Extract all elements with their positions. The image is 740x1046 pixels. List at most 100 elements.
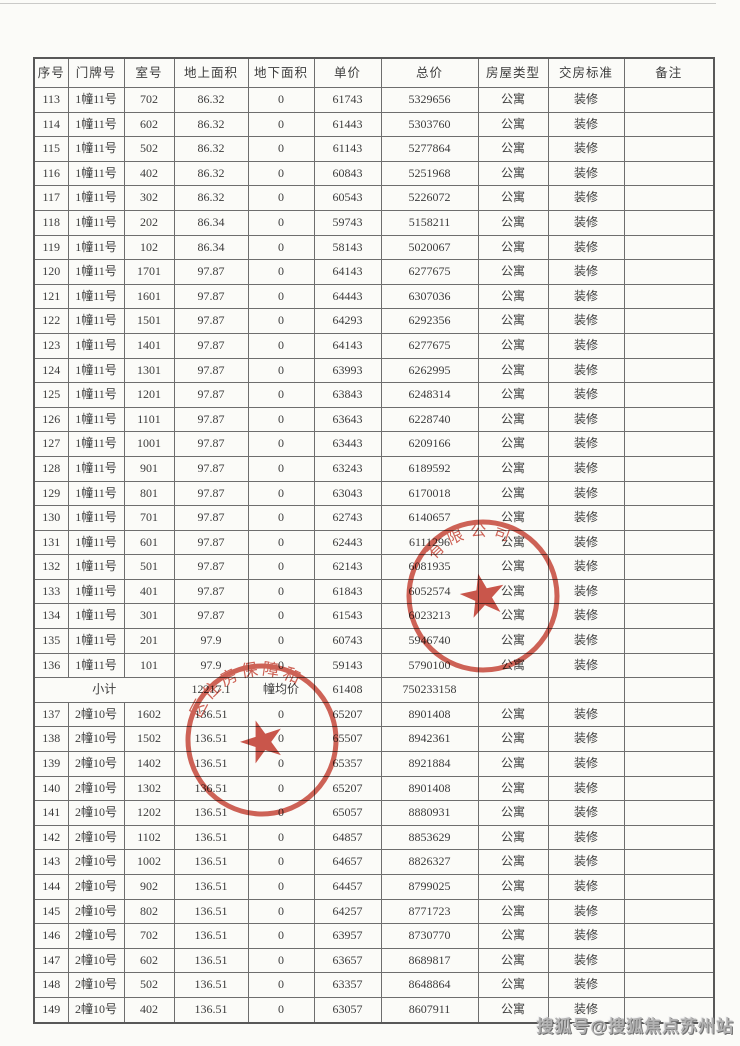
table-cell: 97.87: [173, 578, 249, 605]
table-cell: 公寓: [477, 505, 549, 531]
table-cell: 0: [247, 87, 315, 113]
table-cell: 8771723: [380, 898, 479, 925]
table-cell: [623, 357, 715, 384]
table-row: 128 1幢11号 901 97.87 0 63243 6189592 公寓 装修: [33, 455, 715, 482]
table-row: 123 1幢11号 1401 97.87 0 64143 6277675 公寓 装修: [33, 332, 715, 359]
table-cell: 64257: [313, 898, 382, 925]
table-cell: 装修: [547, 972, 625, 998]
table-cell: 147: [33, 947, 69, 974]
table-cell: 公寓: [477, 652, 549, 679]
table-cell: 86.32: [173, 136, 249, 162]
table-cell: 5946740: [380, 628, 479, 654]
table-cell: 0: [247, 455, 315, 482]
table-cell: 0: [247, 259, 315, 285]
table-cell: 122: [33, 308, 69, 334]
table-cell: 公寓: [477, 898, 549, 925]
table-cell: 63357: [313, 972, 382, 998]
table-cell: 502: [123, 136, 175, 162]
table-cell: [623, 800, 715, 826]
table-cell: 1幢11号: [67, 652, 125, 679]
table-cell: [623, 677, 715, 703]
table-cell: 2幢10号: [67, 824, 125, 851]
table-cell: 6081935: [380, 554, 479, 580]
table-cell: 装修: [547, 751, 625, 777]
table-cell: 公寓: [477, 332, 549, 359]
table-cell: 公寓: [477, 603, 549, 630]
table-cell: 2幢10号: [67, 775, 125, 802]
table-cell: 602: [123, 947, 175, 974]
table-cell: 131: [33, 529, 69, 556]
table-cell: 601: [123, 529, 175, 556]
table-cell: 59143: [313, 652, 382, 679]
table-cell: 0: [247, 898, 315, 925]
table-cell: 128: [33, 455, 69, 482]
table-cell: [623, 259, 715, 285]
table-cell: 6140657: [380, 505, 479, 531]
table-cell: 61408: [313, 677, 382, 703]
table-cell: 2幢10号: [67, 800, 125, 826]
table-cell: 0: [247, 406, 315, 433]
table-cell: 86.34: [173, 209, 249, 236]
table-cell: 公寓: [477, 382, 549, 408]
table-cell: 1幢11号: [67, 283, 125, 310]
table-cell: 装修: [547, 136, 625, 162]
column-header: 房屋类型: [477, 57, 549, 88]
table-cell: 公寓: [477, 554, 549, 580]
table-cell: 121: [33, 283, 69, 310]
table-cell: 701: [123, 505, 175, 531]
table-row: 124 1幢11号 1301 97.87 0 63993 6262995 公寓 装修: [33, 357, 715, 384]
table-cell: 6292356: [380, 308, 479, 334]
table-cell: 公寓: [477, 283, 549, 310]
table-cell: 130: [33, 505, 69, 531]
table-cell: 1701: [123, 259, 175, 285]
table-cell: 公寓: [477, 996, 549, 1024]
table-header: 序号 门牌号 室号 地上面积 地下面积 单价 总价 房屋类型 交房标准 备注: [33, 57, 715, 88]
table-cell: 公寓: [477, 111, 549, 138]
table-cell: 0: [247, 554, 315, 580]
table-cell: 0: [247, 849, 315, 875]
table-cell: 1001: [123, 431, 175, 457]
table-cell: 装修: [547, 234, 625, 261]
table-cell: 公寓: [477, 160, 549, 187]
table-cell: 2幢10号: [67, 701, 125, 728]
table-cell: 0: [247, 751, 315, 777]
table-cell: 63243: [313, 455, 382, 482]
table-cell: 2幢10号: [67, 972, 125, 998]
table-cell: 123: [33, 332, 69, 359]
table-cell: 装修: [547, 480, 625, 507]
table-cell: 小计: [33, 677, 175, 703]
table-cell: 97.87: [173, 382, 249, 408]
table-row: 121 1幢11号 1601 97.87 0 64443 6307036 公寓 装修: [33, 283, 715, 310]
table-cell: 136.51: [173, 923, 249, 949]
table-cell: 装修: [547, 947, 625, 974]
table-cell: 公寓: [477, 87, 549, 113]
table-cell: [623, 431, 715, 457]
table-cell: 装修: [547, 898, 625, 925]
table-cell: 1202: [123, 800, 175, 826]
table-cell: 1幢11号: [67, 628, 125, 654]
table-cell: 0: [247, 185, 315, 211]
table-cell: 公寓: [477, 751, 549, 777]
table-cell: 装修: [547, 505, 625, 531]
table-cell: 6052574: [380, 578, 479, 605]
table-cell: [623, 480, 715, 507]
table-cell: 117: [33, 185, 69, 211]
table-cell: 装修: [547, 652, 625, 679]
table-row: 140 2幢10号 1302 136.51 0 65207 8901408 公寓 装修: [33, 775, 715, 802]
table-cell: 142: [33, 824, 69, 851]
table-cell: 97.87: [173, 357, 249, 384]
table-cell: 0: [247, 972, 315, 998]
table-cell: 97.87: [173, 455, 249, 482]
table-row: 148 2幢10号 502 136.51 0 63357 8648864 公寓 装修: [33, 972, 715, 998]
table-cell: 63057: [313, 996, 382, 1024]
table-cell: 公寓: [477, 775, 549, 802]
table-cell: 97.87: [173, 529, 249, 556]
table-cell: 139: [33, 751, 69, 777]
table-cell: 公寓: [477, 947, 549, 974]
table-cell: 装修: [547, 529, 625, 556]
table-cell: [623, 923, 715, 949]
table-cell: 136.51: [173, 972, 249, 998]
table-cell: 65357: [313, 751, 382, 777]
table-cell: 1幢11号: [67, 554, 125, 580]
table-cell: 公寓: [477, 431, 549, 457]
